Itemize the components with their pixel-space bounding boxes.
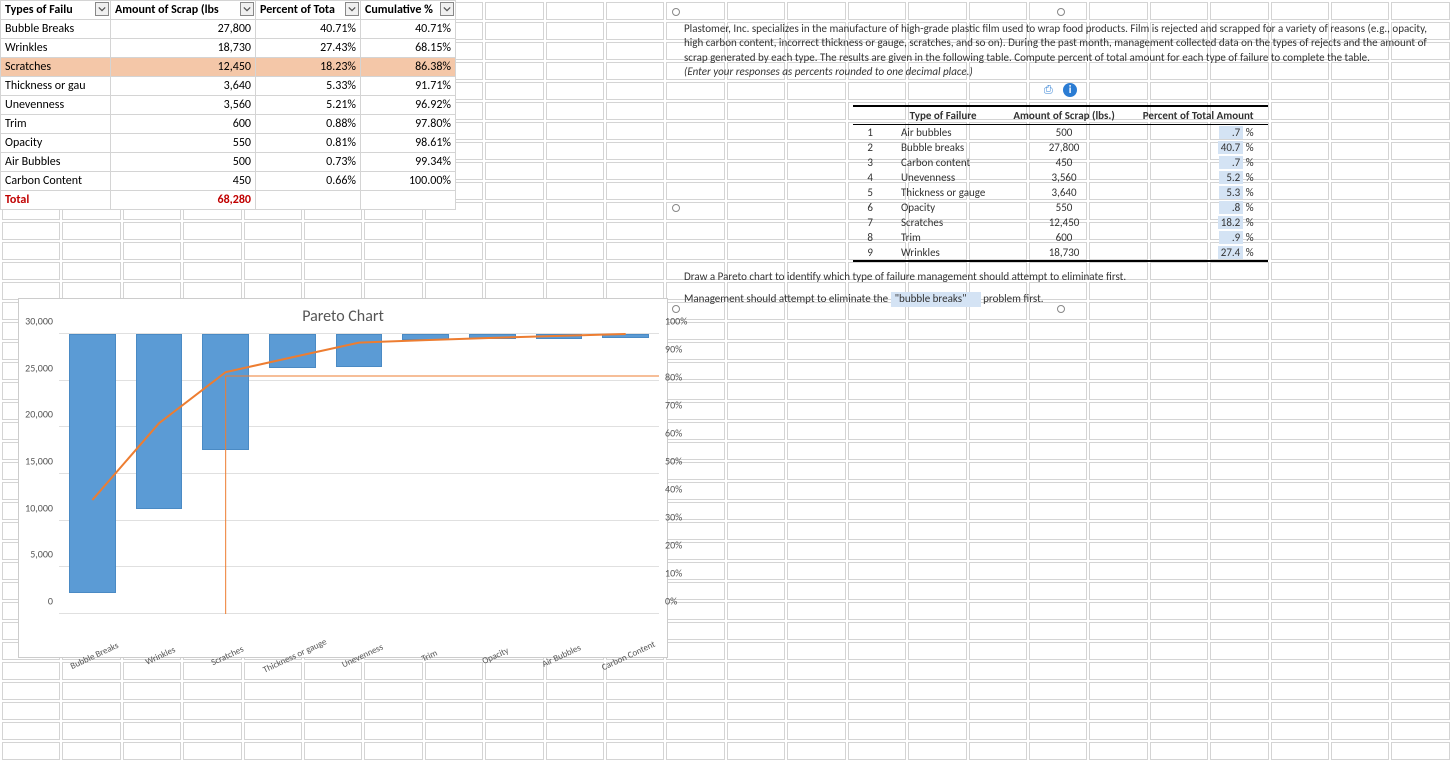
table-row[interactable]: Bubble Breaks27,80040.71%40.71% (1, 20, 456, 39)
percent-input[interactable]: 40.7 (1218, 141, 1244, 154)
table-row[interactable]: Air Bubbles5000.73%99.34% (1, 153, 456, 172)
print-icon[interactable]: ⎙ (1044, 83, 1053, 96)
table-row[interactable]: Thickness or gau3,6405.33%91.71% (1, 77, 456, 96)
problem-question: Draw a Pareto chart to identify which ty… (678, 270, 1443, 284)
percent-input[interactable]: .7 (1219, 156, 1243, 169)
selection-handle[interactable] (1057, 305, 1065, 313)
table-row[interactable]: Trim6000.88%97.80% (1, 115, 456, 134)
column-header[interactable]: Types of Failu (1, 1, 111, 20)
total-row: Total68,280 (1, 191, 456, 210)
selection-handle[interactable] (1057, 8, 1065, 16)
table-row: 5Thickness or gauge3,6405.3 % (853, 185, 1267, 200)
table-row: 8Trim600.9 % (853, 230, 1267, 245)
pareto-chart: Pareto Chart 05,00010,00015,00020,00025,… (18, 298, 668, 658)
percent-input[interactable]: 18.2 (1218, 216, 1244, 229)
table-row: 3Carbon content450.7 % (853, 155, 1267, 170)
filter-dropdown-icon[interactable] (440, 2, 454, 16)
table-row[interactable]: Scratches12,45018.23%86.38% (1, 58, 456, 77)
filter-dropdown-icon[interactable] (95, 2, 109, 16)
problem-intro: Plastomer, Inc. specializes in the manuf… (678, 22, 1443, 79)
column-header[interactable]: Cumulative % (361, 1, 456, 20)
table-row[interactable]: Wrinkles18,73027.43%68.15% (1, 39, 456, 58)
column-header[interactable]: Percent of Tota (256, 1, 361, 20)
answer-input[interactable]: "bubble breaks" (891, 292, 981, 306)
percent-input[interactable]: .8 (1219, 201, 1243, 214)
percent-input[interactable]: 27.4 (1218, 246, 1244, 259)
table-row: 1Air bubbles500.7 % (853, 125, 1267, 141)
filter-dropdown-icon[interactable] (345, 2, 359, 16)
problem-data-table: Type of Failure Amount of Scrap (lbs.) P… (853, 105, 1267, 262)
selection-handle[interactable] (672, 204, 680, 212)
table-row: 6Opacity550.8 % (853, 200, 1267, 215)
table-row: 2Bubble breaks27,80040.7 % (853, 140, 1267, 155)
column-header[interactable]: Amount of Scrap (lbs (111, 1, 256, 20)
problem-panel[interactable]: Plastomer, Inc. specializes in the manuf… (678, 22, 1443, 307)
percent-input[interactable]: .7 (1219, 126, 1243, 139)
filter-dropdown-icon[interactable] (240, 2, 254, 16)
info-icon[interactable]: i (1063, 83, 1077, 97)
selection-handle[interactable] (672, 8, 680, 16)
problem-toolbar: ⎙ i (678, 83, 1443, 97)
table-row: 9Wrinkles18,73027.4 % (853, 245, 1267, 261)
percent-input[interactable]: 5.3 (1219, 186, 1243, 199)
chart-title: Pareto Chart (19, 307, 667, 326)
table-row: 7Scratches12,45018.2 % (853, 215, 1267, 230)
percent-input[interactable]: 5.2 (1219, 171, 1243, 184)
table-row[interactable]: Carbon Content4500.66%100.00% (1, 172, 456, 191)
table-row: 4Unevenness3,5605.2 % (853, 170, 1267, 185)
table-row[interactable]: Unevenness3,5605.21%96.92% (1, 96, 456, 115)
table-row[interactable]: Opacity5500.81%98.61% (1, 134, 456, 153)
scrap-summary-table: Types of FailuAmount of Scrap (lbsPercen… (0, 0, 456, 210)
percent-input[interactable]: .9 (1219, 231, 1243, 244)
cumulative-line (92, 334, 625, 500)
selection-handle[interactable] (672, 305, 680, 313)
